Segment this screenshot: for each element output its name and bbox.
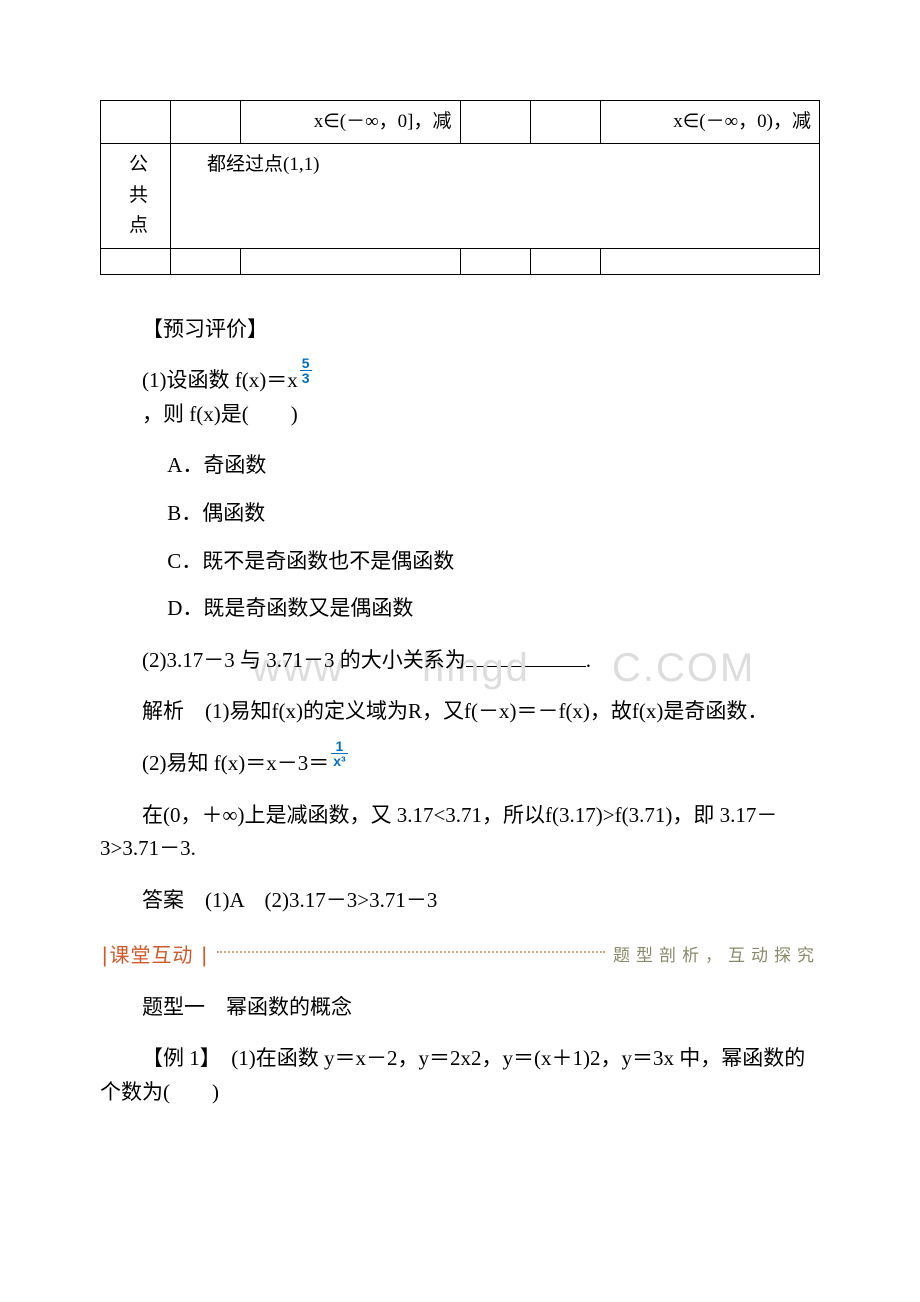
watermark-text: C.COM [570,636,755,700]
table-row [101,248,820,274]
option-c: C．既不是奇函数也不是偶函数 [167,545,820,579]
solution-1: 解析 (1)易知f(x)的定义域为R，又f(－x)＝－f(x)，故f(x)是奇函… [100,695,820,729]
cell-label: 公共点 [101,144,171,248]
q1-stem: (1)设函数 f(x)＝x53 ，则 f(x)是( ) [100,364,820,431]
option-b: B．偶函数 [167,497,820,531]
solution-2: (2)易知 f(x)＝x－3＝1x³ [100,747,820,781]
q2-text-a: (2)3.17－3 与 3.71－3 的大小关系为 [142,648,466,672]
content: 【预习评价】 (1)设函数 f(x)＝x53 ，则 f(x)是( ) A．奇函数… [0,275,920,1188]
q1-stem-b: ，则 f(x)是( ) [142,398,820,432]
frac-num: 5 [300,356,312,371]
cell-blank [600,248,820,274]
section-label-left: 课堂互动 [109,940,199,972]
table-row: 公共点 都经过点(1,1) [101,144,820,248]
option-a: A．奇函数 [167,449,820,483]
option-d: D．既是奇函数又是偶函数 [167,592,820,626]
cell-blank [101,248,171,274]
example-1: 【例 1】 (1)在函数 y＝x－2，y＝2x2，y＝(x＋1)2，y＝3x 中… [100,1042,820,1109]
cell-value: 都经过点(1,1) [171,144,820,248]
section-label-right: 题型剖析，互动探究 [613,942,820,969]
dotted-line [217,951,605,953]
cell-blank [460,101,530,144]
cell-blank [530,101,600,144]
cell: x∈(－∞，0)，减 [600,101,820,144]
frac-den: x³ [331,754,347,768]
cell-blank [530,248,600,274]
frac-num: 1 [331,739,347,754]
cell-blank [101,101,171,144]
type1-title: 题型一 幂函数的概念 [100,991,820,1025]
bar-icon: | [100,939,109,973]
preview-heading: 【预习评价】 [100,313,820,347]
q2-line: www hingd C.COM (2)3.17－3 与 3.71－3 的大小关系… [100,644,820,678]
fill-blank [466,646,586,667]
table-row: x∈(－∞，0]，减 x∈(－∞，0)，减 [101,101,820,144]
section-bar: | 课堂互动 | 题型剖析，互动探究 [100,939,820,973]
cell-blank [171,101,241,144]
fraction: 53 [300,356,312,385]
cell-blank [171,248,241,274]
table-wrap: x∈(－∞，0]，减 x∈(－∞，0)，减 公共点 都经过点(1,1) [0,0,920,275]
q2-text-b: . [586,648,591,672]
solution-3: 在(0，＋∞)上是减函数，又 3.17<3.71，所以f(3.17)>f(3.7… [100,799,820,866]
cell: x∈(－∞，0]，减 [241,101,461,144]
cell-blank [241,248,461,274]
cell-blank [460,248,530,274]
bar-icon: | [199,939,208,973]
q1-stem-a: (1)设函数 f(x)＝x [142,368,298,392]
sol-2a: (2)易知 f(x)＝x－3＝ [142,751,329,775]
fraction: 1x³ [331,739,347,768]
properties-table: x∈(－∞，0]，减 x∈(－∞，0)，减 公共点 都经过点(1,1) [100,100,820,275]
frac-den: 3 [300,371,312,385]
answer: 答案 (1)A (2)3.17－3>3.71－3 [100,884,820,918]
